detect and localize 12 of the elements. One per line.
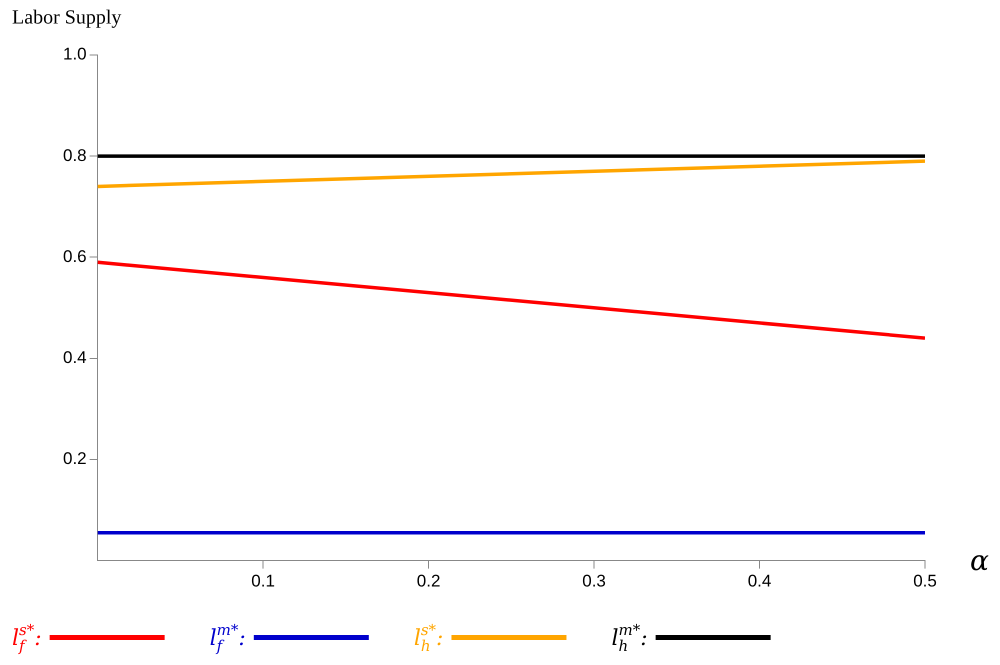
y-axis-title: Labor Supply <box>12 6 122 28</box>
y-tick-label: 1.0 <box>62 44 87 64</box>
y-tick-label: 0.6 <box>62 246 87 266</box>
x-tick-label: 0.5 <box>913 571 937 590</box>
y-tick-label: 0.8 <box>62 146 87 165</box>
y-tick-label: 0.4 <box>62 348 87 368</box>
y-tick-label: 0.2 <box>62 449 87 468</box>
x-axis-title: α <box>970 544 989 577</box>
x-tick-label: 0.4 <box>748 571 772 590</box>
x-tick-label: 0.3 <box>582 571 606 590</box>
x-tick-label: 0.1 <box>251 571 275 590</box>
x-tick-label: 0.2 <box>416 571 440 590</box>
